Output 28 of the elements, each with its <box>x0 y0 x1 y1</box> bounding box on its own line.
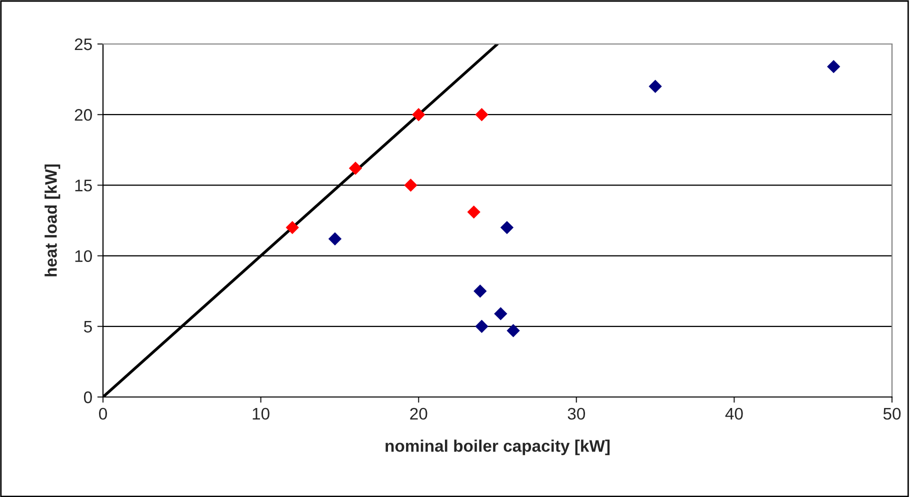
point <box>474 284 487 298</box>
x-tick-label: 0 <box>99 408 107 420</box>
y-tick-label: 15 <box>75 180 92 192</box>
y-tick-label: 20 <box>74 109 92 121</box>
x-tick-label: 50 <box>883 408 901 420</box>
x-tick-label: 10 <box>252 408 270 420</box>
point <box>475 320 488 333</box>
point <box>404 178 418 192</box>
point <box>648 80 662 93</box>
point <box>475 108 488 122</box>
x-tick-label: 30 <box>568 408 586 420</box>
x-tick-label: 40 <box>725 408 743 420</box>
y-axis-title: heat load [kW] <box>44 164 60 276</box>
point <box>500 220 514 234</box>
y-tick-label: 10 <box>75 250 92 262</box>
point <box>286 220 299 234</box>
y-tick-label: 5 <box>84 320 92 333</box>
point <box>506 324 520 338</box>
point <box>467 205 480 219</box>
x-axis-title: nominal boiler capacity [kW] <box>386 440 610 456</box>
point <box>494 307 508 320</box>
point <box>827 60 840 74</box>
point <box>348 162 362 175</box>
point <box>328 232 342 246</box>
y-tick-label: 0 <box>84 391 92 404</box>
point <box>412 108 426 122</box>
y-tick-label: 25 <box>74 38 92 50</box>
x-tick-label: 20 <box>410 408 428 420</box>
